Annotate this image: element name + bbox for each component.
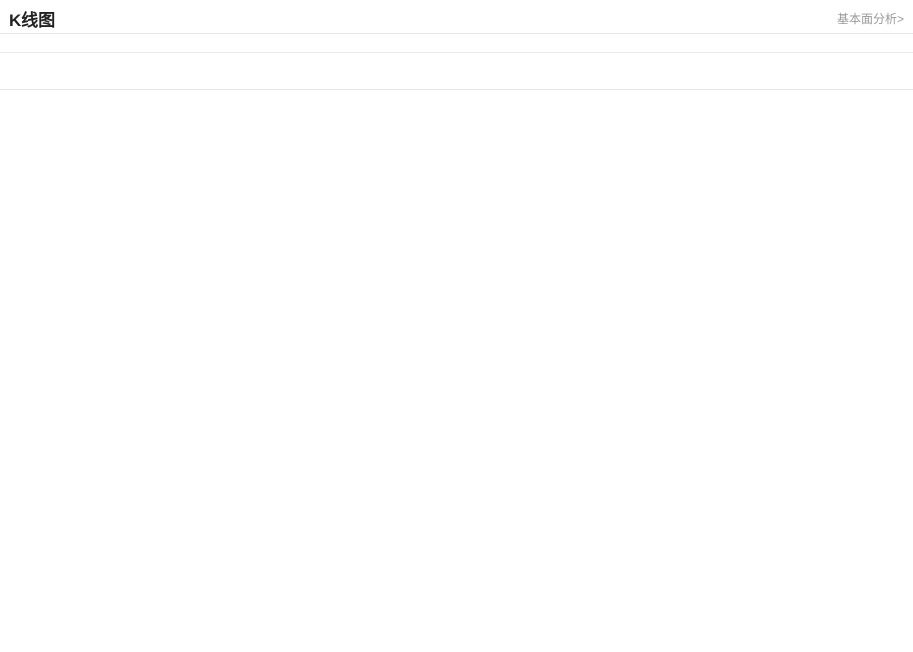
kline-chart[interactable] bbox=[0, 89, 913, 518]
period-tab-bar bbox=[0, 52, 913, 90]
macd-chart[interactable] bbox=[0, 518, 913, 652]
header: K线图 基本面分析> bbox=[0, 0, 913, 33]
title-divider bbox=[0, 33, 913, 34]
chart-area bbox=[0, 89, 913, 652]
fundamental-analysis-link[interactable]: 基本面分析> bbox=[836, 12, 904, 26]
page-title: K线图 bbox=[9, 11, 56, 30]
